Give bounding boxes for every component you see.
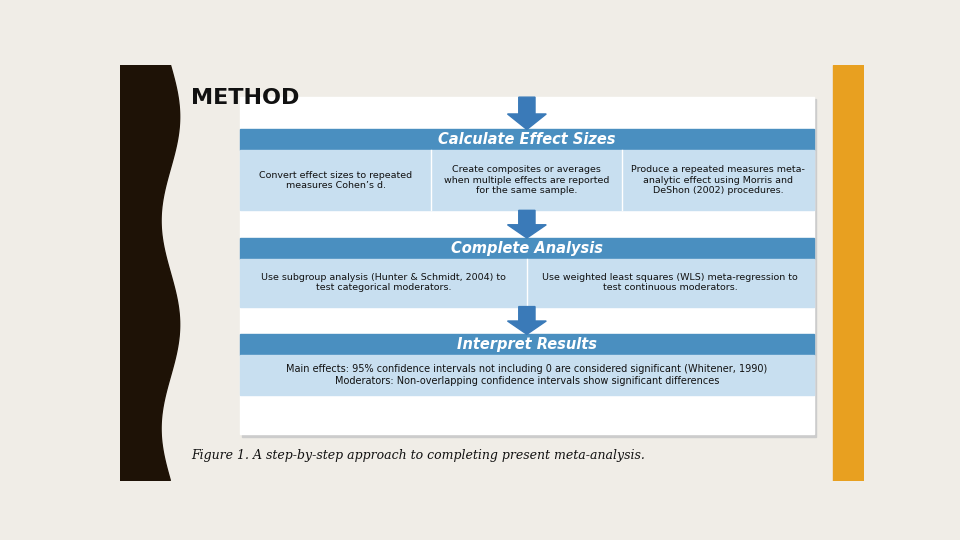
Text: Calculate Effect Sizes: Calculate Effect Sizes: [438, 132, 615, 147]
Polygon shape: [120, 65, 180, 481]
Text: Main effects: 95% confidence intervals not including 0 are considered significan: Main effects: 95% confidence intervals n…: [286, 364, 767, 386]
Polygon shape: [508, 307, 546, 334]
Bar: [240, 150, 814, 211]
Bar: [833, 65, 864, 481]
Bar: [240, 130, 814, 150]
Text: Use subgroup analysis (Hunter & Schmidt, 2004) to
test categorical moderators.: Use subgroup analysis (Hunter & Schmidt,…: [261, 273, 506, 292]
Text: Produce a repeated measures meta-
analytic effect using Morris and
DeShon (2002): Produce a repeated measures meta- analyt…: [631, 165, 805, 195]
Text: Create composites or averages
when multiple effects are reported
for the same sa: Create composites or averages when multi…: [444, 165, 610, 195]
Text: Interpret Results: Interpret Results: [457, 337, 597, 352]
Text: METHOD: METHOD: [191, 88, 300, 108]
Text: Use weighted least squares (WLS) meta-regression to
test continuous moderators.: Use weighted least squares (WLS) meta-re…: [542, 273, 798, 292]
Bar: [240, 97, 814, 434]
Text: Complete Analysis: Complete Analysis: [451, 241, 603, 256]
Bar: [240, 259, 814, 307]
Bar: [240, 238, 814, 259]
Text: Figure 1. A step-by-step approach to completing present meta-analysis.: Figure 1. A step-by-step approach to com…: [191, 449, 645, 462]
Bar: [240, 355, 814, 395]
Bar: [243, 99, 816, 437]
Polygon shape: [508, 211, 546, 238]
Bar: [240, 334, 814, 355]
Polygon shape: [508, 97, 546, 130]
Text: Convert effect sizes to repeated
measures Cohen’s d.: Convert effect sizes to repeated measure…: [259, 171, 412, 190]
